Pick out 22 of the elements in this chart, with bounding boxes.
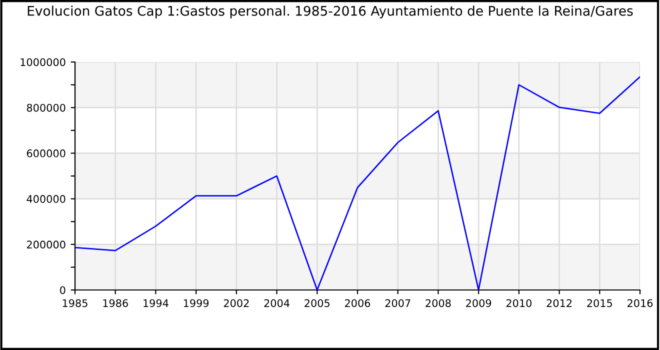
x-tick-label: 1985	[62, 299, 88, 308]
x-tick-label: 2015	[587, 299, 612, 308]
x-tick-label: 2002	[224, 299, 249, 308]
x-tick-label: 2008	[426, 299, 451, 308]
x-tick-label: 2005	[304, 299, 330, 308]
x-tick-label: 2009	[466, 299, 492, 308]
y-tick-label: 0	[60, 286, 66, 294]
x-tick-label: 2006	[345, 299, 370, 308]
y-tick-label: 1000000	[20, 58, 66, 66]
x-tick-label: 1986	[103, 299, 128, 308]
x-tick-label: 2010	[506, 299, 532, 308]
x-tick-label: 2004	[264, 299, 290, 308]
y-tick-label: 200000	[26, 240, 66, 249]
y-tick-label: 800000	[26, 104, 66, 112]
x-tick-label: 2016	[628, 299, 653, 308]
x-tick-label: 2012	[546, 299, 572, 308]
x-tick-label: 2007	[385, 299, 410, 308]
y-tick-label: 600000	[26, 149, 66, 158]
chart-title: Evolucion Gatos Cap 1:Gastos personal. 1985-2016 Ayuntamiento de Puente la Reina/Gares	[28, 6, 633, 18]
x-tick-label: 1999	[184, 299, 209, 308]
x-tick-label: 1994	[144, 299, 168, 308]
y-tick-label: 400000	[26, 195, 66, 203]
